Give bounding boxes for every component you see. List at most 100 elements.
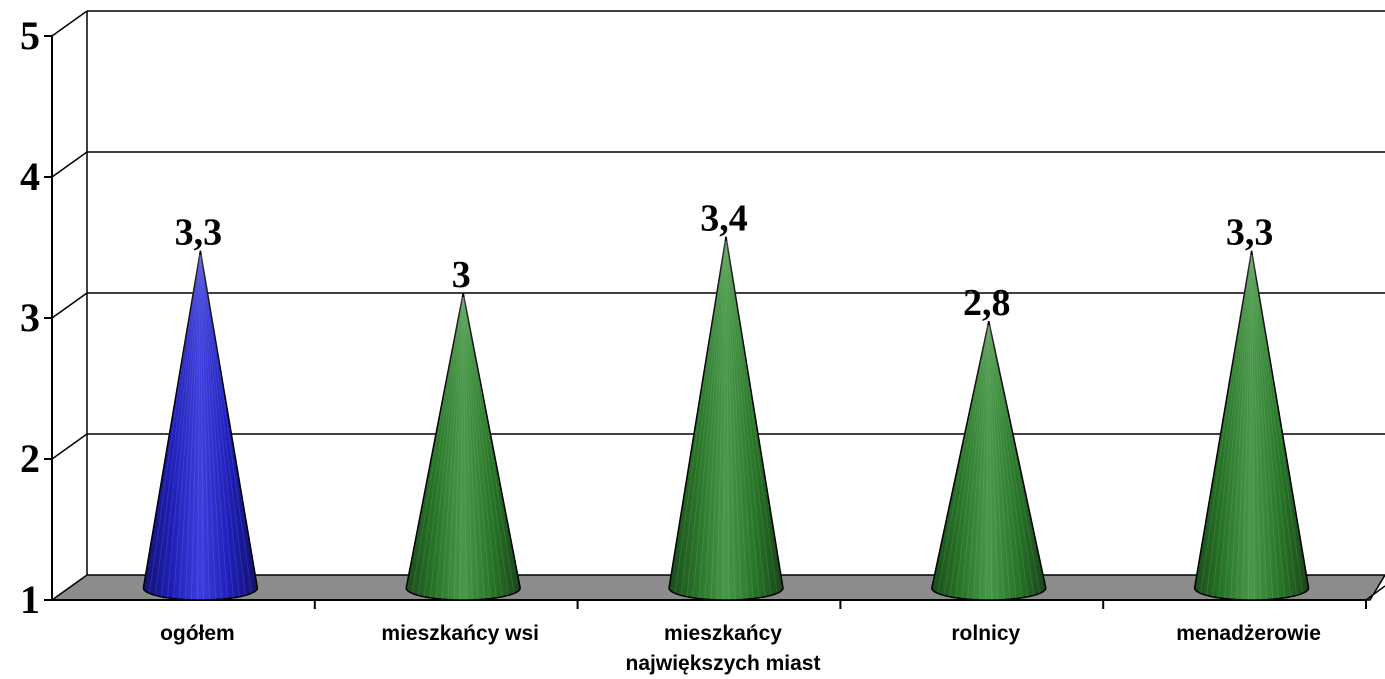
cone-stripe [464,296,491,599]
cone-stripe [429,296,463,598]
cone-body [405,292,521,601]
cone-stripe [1251,254,1256,600]
data-label-3: 2,8 [963,282,1011,324]
cone-stripe [463,296,485,600]
cone-body [1193,250,1310,601]
cone-stripe [178,254,200,600]
cone-stripe [726,240,748,600]
cone-stripe [411,296,462,594]
cone-stripe [725,240,730,600]
cone-3 [931,321,1047,601]
cone-stripe [686,240,725,597]
gridline-side [51,292,88,319]
cone-stripe [201,254,228,599]
cone-stripe [459,296,464,600]
cone-stripe [1230,254,1252,600]
cone-stripe [190,254,201,600]
cone-stripe [728,240,778,594]
cone-stripe [692,240,725,598]
cone-stripe [979,325,989,600]
cone-stripe [462,296,467,600]
cone-stripe [201,254,240,597]
cone-stripe [1251,254,1268,600]
cone-stripe [680,240,725,596]
cone-stripe [989,325,1023,598]
y-tick-label: 4 [20,154,40,199]
cone-stripe [1253,254,1298,596]
cone-stripe [943,325,988,596]
cone-stripe [949,325,988,597]
category-label-3: rolnicy [951,622,1020,645]
cone-stripe [1200,254,1250,594]
cone-stripe [148,254,199,594]
cone-stripe [464,296,509,596]
cone-stripe [990,325,1029,597]
data-label-0: 3,3 [175,212,223,254]
cone-stripe [172,254,200,599]
cone-stripe [989,325,1017,599]
cone-stripe [200,254,204,600]
cone-stripe [990,325,1035,596]
cone-stripe [988,325,999,600]
gridline-side [51,433,88,460]
cone-stripe [1224,254,1251,599]
cone-stripe [154,254,199,596]
cone-stripe [184,254,201,600]
cone-stripe [989,325,1011,600]
cone-stripe [441,296,463,600]
cone-stripe [447,296,463,600]
cone-2 [668,236,784,601]
cone-stripe [202,254,246,596]
category-label-1: mieszkańcy wsi [381,622,539,645]
data-labels: 3,3 3 3,4 2,8 3,3 [175,198,1274,325]
y-tick-label: 5 [20,13,40,58]
cone-stripe [726,240,742,600]
category-label-4: menadżerowie [1176,622,1321,645]
cone-stripe [166,254,200,598]
cone-stripe [1242,254,1252,600]
cone-stripe [160,254,199,597]
cone-1 [405,292,521,601]
gridline-side [51,10,88,37]
x-axis-end [1365,585,1385,601]
cone-stripe [710,240,726,600]
cone-stripe [1252,254,1280,599]
cone-stripe [1252,254,1274,600]
cone-stripe [990,325,1041,594]
cone-stripe [423,296,462,597]
cone-stripe [726,240,754,599]
cone-stripe [202,254,252,594]
cone-stripe [674,240,724,594]
cone-stripe [1206,254,1250,596]
cone-stripe [200,254,216,600]
y-tick-label: 3 [20,295,40,340]
cone-stripe [725,240,736,600]
gridline-side [51,151,88,178]
data-label-4: 3,3 [1226,212,1274,254]
cone-stripe [1218,254,1251,598]
cone-stripe [200,254,210,600]
cone-stripe [463,296,479,600]
cone-0 [142,250,259,601]
cone-stripe [435,296,463,599]
cone-stripe [967,325,989,600]
cone-stripe [1253,254,1292,597]
category-label-2: mieszkańcy największych miast [626,622,821,675]
cone-stripe [463,296,473,600]
category-label-0: ogółem [160,622,235,645]
cone-stripe [453,296,464,600]
cone-stripe [722,240,727,600]
cone-stripe [464,296,503,597]
cone-stripe [464,296,497,598]
cone-stripe [988,325,993,600]
y-tick-label: 2 [20,436,40,481]
category-labels: ogółem mieszkańcy wsi mieszkańcy największy… [160,622,1321,675]
cone-stripe [196,254,201,600]
cone-stripe [201,254,234,598]
cone-stripe [955,325,988,598]
cone-stripe [716,240,727,600]
cone-stripe [973,325,989,600]
cone-stripe [985,325,990,600]
cone-stripe [698,240,726,599]
